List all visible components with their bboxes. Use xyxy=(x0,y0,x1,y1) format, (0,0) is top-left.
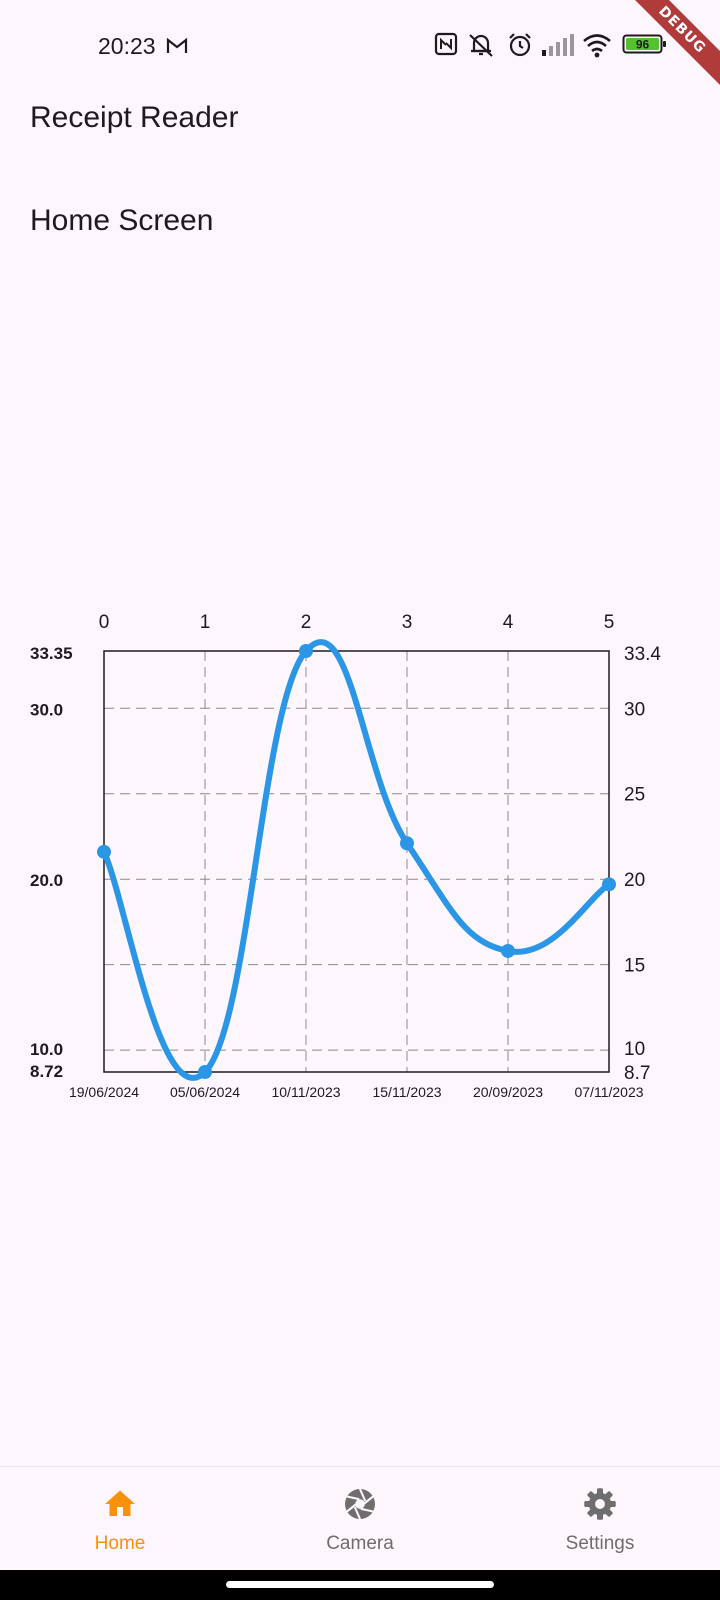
top-tick-label: 0 xyxy=(99,612,110,633)
home-icon xyxy=(105,1490,135,1516)
right-tick-label: 33.4 xyxy=(624,644,661,665)
right-tick-label: 30 xyxy=(624,699,645,720)
left-tick-label: 10.0 xyxy=(30,1040,63,1059)
nav-label-camera: Camera xyxy=(326,1533,394,1554)
left-tick-label: 30.0 xyxy=(30,700,63,719)
left-tick-label: 33.35 xyxy=(30,644,73,663)
battery-level-text: 96 xyxy=(636,38,650,52)
nfc-icon xyxy=(434,32,458,56)
left-tick-label: 20.0 xyxy=(30,871,63,890)
x-tick-label: 10/11/2023 xyxy=(271,1084,340,1100)
status-time: 20:23 xyxy=(98,33,156,59)
alarm-icon xyxy=(509,33,531,57)
top-tick-label: 2 xyxy=(301,612,312,633)
data-point-5 xyxy=(602,877,616,892)
mail-icon xyxy=(166,37,188,53)
right-tick-label: 8.7 xyxy=(624,1063,650,1084)
nav-label-home: Home xyxy=(94,1533,146,1554)
battery-icon: 96 xyxy=(622,34,666,54)
app-title: Receipt Reader xyxy=(30,101,239,134)
nav-label-settings: Settings xyxy=(565,1533,635,1554)
data-point-3 xyxy=(400,836,414,851)
x-tick-label: 19/06/2024 xyxy=(69,1084,139,1100)
camera-shutter-icon xyxy=(345,1488,375,1520)
left-tick-label: 8.72 xyxy=(30,1062,63,1081)
bottom-navigation: Home Camera Settings xyxy=(0,1466,720,1571)
system-gesture-area xyxy=(0,1570,720,1600)
mute-icon xyxy=(469,34,493,57)
page-title: Home Screen xyxy=(30,204,214,237)
data-point-1 xyxy=(198,1065,212,1079)
x-tick-label: 20/09/2023 xyxy=(473,1084,543,1100)
right-tick-label: 25 xyxy=(624,785,645,806)
data-point-0 xyxy=(97,844,111,859)
x-tick-label: 07/11/2023 xyxy=(574,1084,643,1100)
top-tick-label: 3 xyxy=(402,612,413,633)
x-tick-label: 05/06/2024 xyxy=(170,1084,240,1100)
gear-icon xyxy=(584,1488,616,1520)
home-gesture-handle[interactable] xyxy=(226,1581,494,1588)
x-tick-label: 15/11/2023 xyxy=(372,1084,441,1100)
status-bar: 20:23 96 DEBUG xyxy=(0,0,720,96)
nav-item-home[interactable]: Home xyxy=(0,1467,240,1571)
nav-item-settings[interactable]: Settings xyxy=(480,1467,720,1571)
series-line xyxy=(101,639,612,1081)
top-tick-label: 1 xyxy=(200,612,211,633)
data-point-4 xyxy=(501,943,515,958)
plot-border xyxy=(103,650,610,1073)
right-tick-label: 10 xyxy=(624,1039,645,1060)
wifi-icon xyxy=(583,34,611,58)
top-tick-label: 5 xyxy=(604,612,615,633)
nav-item-camera[interactable]: Camera xyxy=(240,1467,480,1571)
right-tick-label: 20 xyxy=(624,870,645,891)
data-point-2 xyxy=(299,644,313,658)
signal-icon xyxy=(542,34,574,56)
top-tick-label: 4 xyxy=(503,612,514,633)
right-tick-label: 15 xyxy=(624,956,645,977)
receipts-line-chart: 0 1 2 3 4 5 19/06/2024 05/06/2024 10/11/2023 15/1… xyxy=(30,612,661,1100)
